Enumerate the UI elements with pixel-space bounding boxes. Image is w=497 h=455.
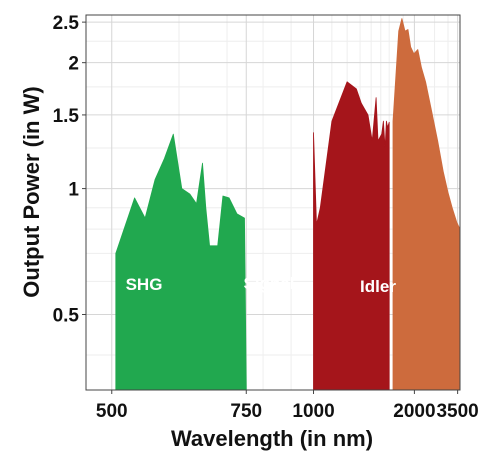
x-tick-label: 750 xyxy=(230,401,262,422)
series-area-idler xyxy=(392,18,461,391)
series-labels: SHG Signal Idler xyxy=(126,274,397,296)
x-axis-ticks: 500 750 1000 2000 3500 xyxy=(96,390,479,422)
y-tick-label: 1.5 xyxy=(53,106,80,127)
series-label-signal: Signal xyxy=(243,274,294,293)
y-tick-label: 0.5 xyxy=(53,306,80,327)
series-label-idler: Idler xyxy=(360,277,396,296)
y-tick-label: 2.5 xyxy=(53,13,80,34)
y-tick-label: 2 xyxy=(68,54,79,75)
x-tick-label: 2000 xyxy=(393,401,435,422)
plot-frame xyxy=(85,14,461,391)
series-areas xyxy=(115,18,461,391)
y-axis-ticks: 0.5 1 1.5 2 2.5 xyxy=(53,13,86,327)
y-tick-label: 1 xyxy=(68,180,79,201)
y-axis-title: Output Power (in W) xyxy=(19,86,44,297)
series-label-shg: SHG xyxy=(126,275,163,294)
x-tick-label: 3500 xyxy=(436,401,478,422)
series-area-shg xyxy=(115,133,247,391)
x-tick-label: 1000 xyxy=(292,401,334,422)
x-tick-label: 500 xyxy=(96,401,128,422)
series-area-signal xyxy=(313,81,390,391)
x-axis-title: Wavelength (in nm) xyxy=(171,426,373,451)
